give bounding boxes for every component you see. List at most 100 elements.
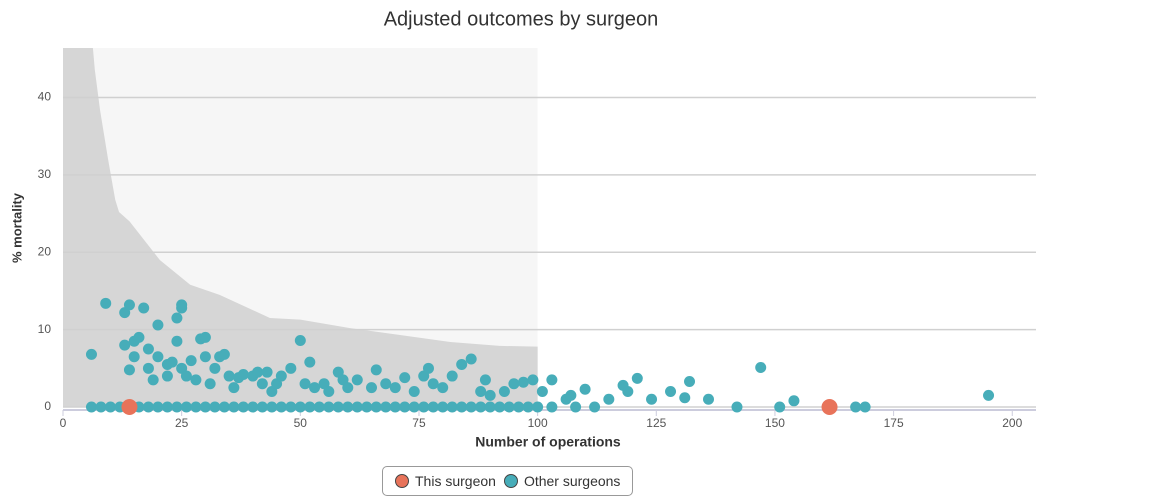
point bbox=[475, 386, 487, 398]
point bbox=[570, 401, 582, 413]
legend-item[interactable]: This surgeon bbox=[395, 473, 496, 489]
point bbox=[503, 401, 515, 413]
point bbox=[508, 378, 520, 390]
point bbox=[237, 401, 249, 413]
point bbox=[351, 401, 363, 413]
point bbox=[332, 401, 344, 413]
point bbox=[532, 401, 544, 413]
legend-label: Other surgeons bbox=[523, 473, 621, 489]
point bbox=[294, 334, 306, 346]
point bbox=[536, 386, 548, 398]
point bbox=[218, 401, 230, 413]
point bbox=[166, 356, 178, 368]
point bbox=[603, 393, 615, 405]
point bbox=[788, 395, 800, 407]
point bbox=[646, 393, 658, 405]
point bbox=[546, 401, 558, 413]
point bbox=[218, 348, 230, 360]
point bbox=[427, 401, 439, 413]
point bbox=[209, 401, 221, 413]
point bbox=[171, 401, 183, 413]
point bbox=[256, 378, 268, 390]
point bbox=[494, 401, 506, 413]
point bbox=[665, 386, 677, 398]
point bbox=[237, 369, 249, 381]
point bbox=[399, 372, 411, 384]
x-tick-label: 200 bbox=[1002, 416, 1022, 430]
point bbox=[199, 331, 211, 343]
point bbox=[171, 312, 183, 324]
x-tick-label: 175 bbox=[884, 416, 904, 430]
point bbox=[176, 299, 188, 311]
point bbox=[152, 401, 164, 413]
point bbox=[275, 370, 287, 382]
point bbox=[484, 389, 496, 401]
point bbox=[465, 353, 477, 365]
point bbox=[446, 370, 458, 382]
y-tick-label: 40 bbox=[38, 90, 52, 104]
point bbox=[437, 401, 449, 413]
point bbox=[228, 401, 240, 413]
point bbox=[484, 401, 496, 413]
y-axis-label: % mortality bbox=[9, 192, 24, 263]
point bbox=[261, 366, 273, 378]
point bbox=[121, 399, 138, 415]
point bbox=[104, 401, 116, 413]
point bbox=[199, 401, 211, 413]
point bbox=[323, 401, 335, 413]
x-tick-label: 50 bbox=[294, 416, 308, 430]
point bbox=[128, 351, 140, 363]
point bbox=[361, 401, 373, 413]
point bbox=[161, 370, 173, 382]
point bbox=[309, 382, 321, 394]
x-tick-label: 100 bbox=[528, 416, 548, 430]
point bbox=[527, 374, 539, 386]
point bbox=[370, 401, 382, 413]
point bbox=[147, 374, 159, 386]
point bbox=[850, 401, 862, 413]
point bbox=[180, 401, 192, 413]
x-tick-label: 25 bbox=[175, 416, 189, 430]
point bbox=[366, 382, 378, 394]
point bbox=[228, 382, 240, 394]
point bbox=[299, 378, 311, 390]
point bbox=[456, 401, 468, 413]
x-axis-label: Number of operations bbox=[475, 434, 621, 450]
point bbox=[589, 401, 601, 413]
x-tick-label: 0 bbox=[60, 416, 67, 430]
point bbox=[256, 401, 268, 413]
y-tick-label: 0 bbox=[44, 399, 51, 413]
point bbox=[266, 401, 278, 413]
point bbox=[684, 375, 696, 387]
point bbox=[190, 374, 202, 386]
point bbox=[370, 364, 382, 376]
point bbox=[631, 372, 643, 384]
point bbox=[703, 393, 715, 405]
point bbox=[342, 401, 354, 413]
point bbox=[380, 378, 392, 390]
point bbox=[142, 362, 154, 374]
point bbox=[285, 401, 297, 413]
point bbox=[983, 389, 995, 401]
point bbox=[679, 392, 691, 404]
x-tick-label: 125 bbox=[646, 416, 666, 430]
point bbox=[342, 382, 354, 394]
point bbox=[152, 351, 164, 363]
point bbox=[579, 383, 591, 395]
point bbox=[389, 382, 401, 394]
point bbox=[209, 362, 221, 374]
x-tick-label: 150 bbox=[765, 416, 785, 430]
point bbox=[199, 351, 211, 363]
legend-marker bbox=[503, 474, 518, 488]
point bbox=[285, 362, 297, 374]
point bbox=[422, 362, 434, 374]
point bbox=[304, 356, 316, 368]
legend-item[interactable]: Other surgeons bbox=[503, 473, 621, 489]
point bbox=[133, 331, 145, 343]
point bbox=[304, 401, 316, 413]
point bbox=[85, 348, 97, 360]
point bbox=[389, 401, 401, 413]
point bbox=[465, 401, 477, 413]
